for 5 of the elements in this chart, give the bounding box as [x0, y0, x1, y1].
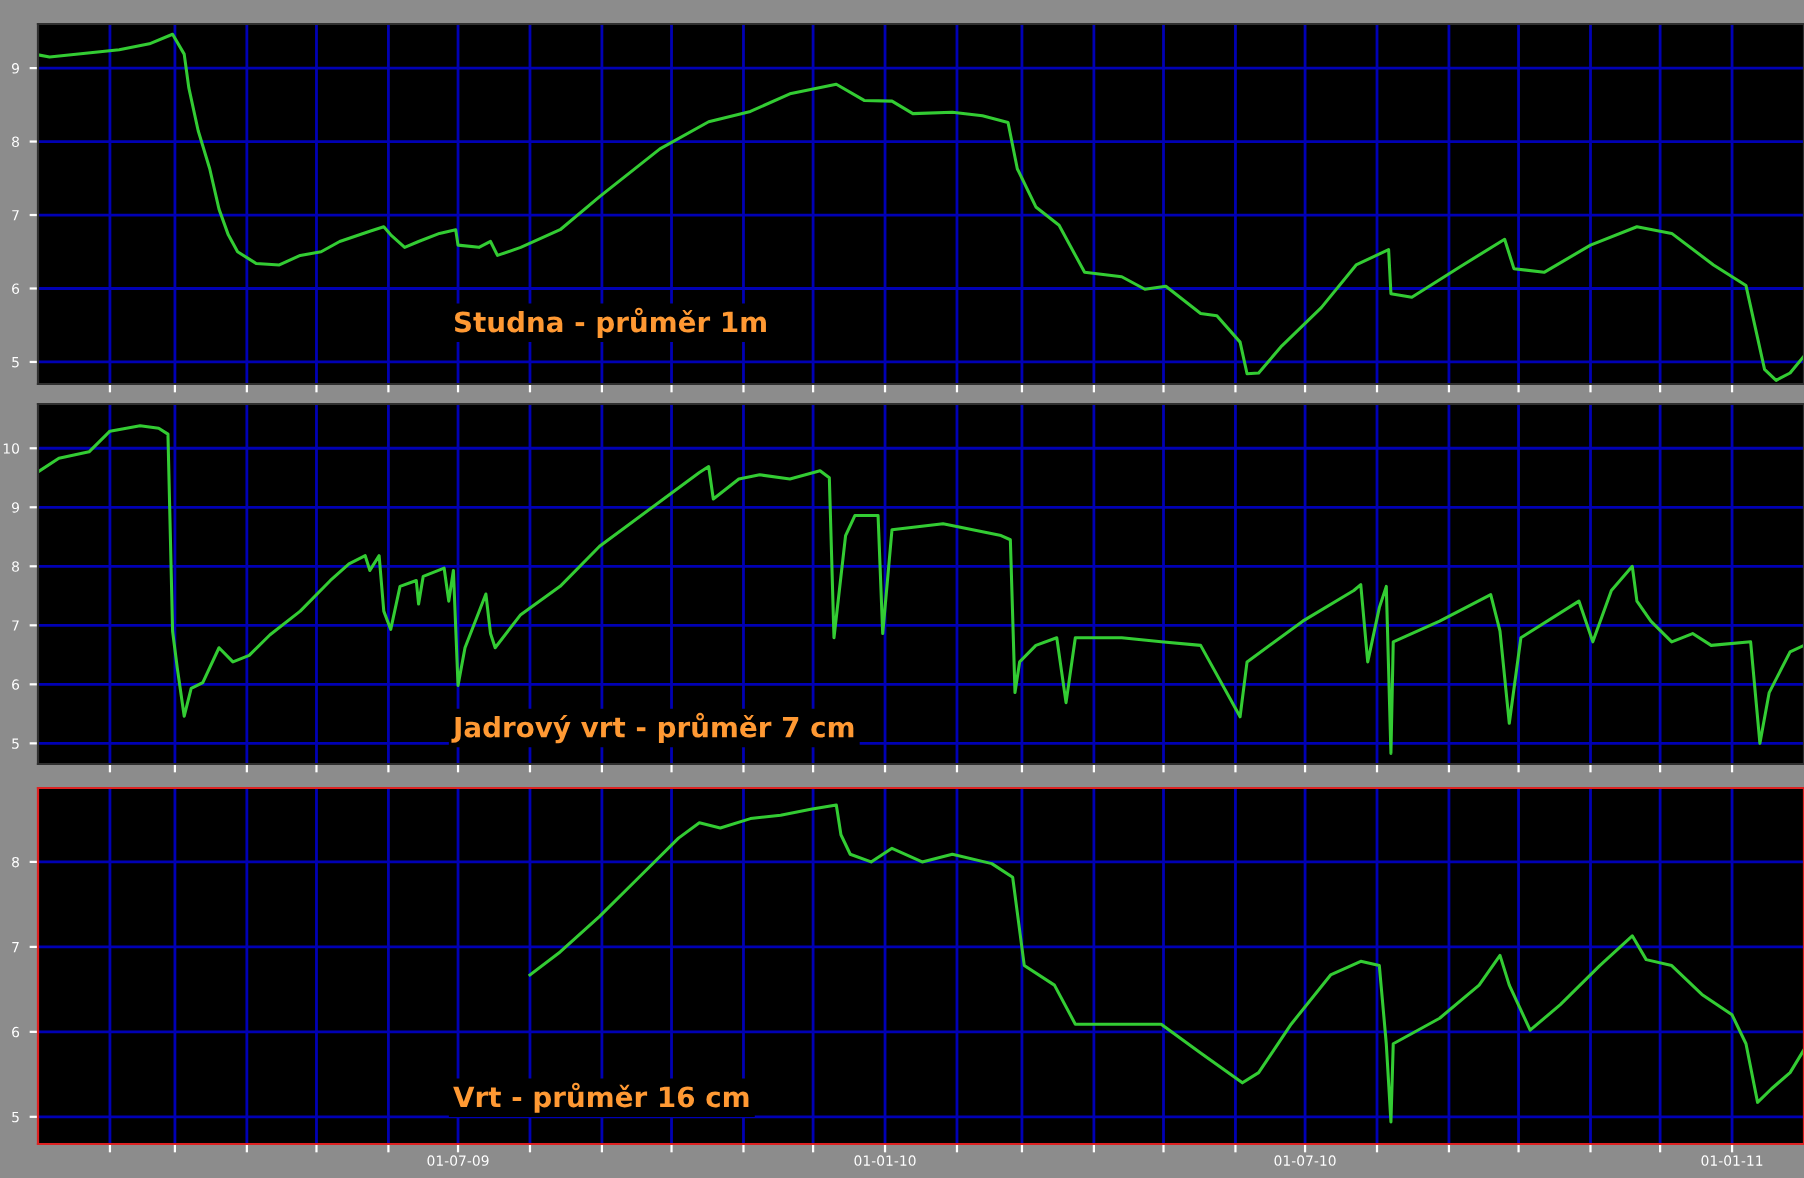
annotation: Jadrový vrt - průměr 7 cm — [451, 712, 854, 744]
line-series — [38, 424, 1804, 755]
line-series — [528, 803, 1804, 1124]
annotation: Studna - průměr 1m — [455, 307, 766, 338]
annotation: Vrt - průměr 16 cm — [453, 1082, 749, 1113]
